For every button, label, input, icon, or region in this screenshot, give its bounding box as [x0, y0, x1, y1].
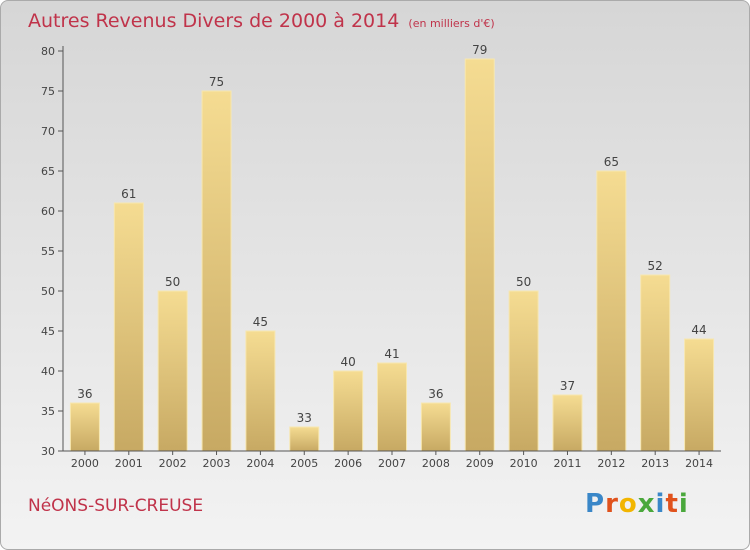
x-tick-label: 2008 — [422, 457, 450, 470]
logo-letter: i — [655, 489, 666, 519]
bar-value-label: 36 — [428, 387, 443, 401]
bar-value-label: 50 — [165, 275, 180, 289]
y-tick-label: 30 — [41, 445, 55, 458]
bar — [684, 338, 715, 452]
bar — [333, 370, 364, 452]
proxiti-logo: Proxiti — [585, 489, 689, 519]
x-tick-label: 2010 — [510, 457, 538, 470]
y-tick-label: 55 — [41, 245, 55, 258]
bar — [113, 202, 144, 452]
logo-letter: r — [605, 489, 619, 519]
town-name: NéONS-SUR-CREUSE — [28, 496, 204, 516]
bar — [552, 394, 583, 452]
bar — [508, 290, 539, 452]
bar-value-label: 79 — [472, 43, 487, 57]
y-tick-label: 60 — [41, 205, 55, 218]
logo-letter: t — [665, 489, 679, 519]
bar — [245, 330, 276, 452]
y-tick-label: 45 — [41, 325, 55, 338]
x-tick-label: 2014 — [685, 457, 713, 470]
bar-value-label: 75 — [209, 75, 224, 89]
bar — [377, 362, 407, 452]
bar — [596, 170, 627, 452]
x-tick-label: 2011 — [553, 457, 581, 470]
x-tick-label: 2001 — [115, 457, 143, 470]
chart-title: Autres Revenus Divers de 2000 à 2014 (en… — [28, 10, 495, 32]
y-tick-label: 35 — [41, 405, 55, 418]
bar-value-label: 40 — [340, 355, 355, 369]
bar — [640, 274, 671, 452]
x-tick-label: 2007 — [378, 457, 406, 470]
bar — [289, 426, 320, 452]
x-tick-label: 2012 — [597, 457, 625, 470]
y-tick-label: 80 — [41, 45, 55, 58]
logo-letter: x — [637, 489, 656, 519]
y-tick-label: 50 — [41, 285, 55, 298]
x-tick-label: 2009 — [466, 457, 494, 470]
chart-unit: (en milliers d'€) — [408, 17, 495, 30]
bar-value-label: 61 — [121, 187, 136, 201]
logo-letter: P — [585, 489, 606, 519]
bar — [464, 58, 495, 452]
bar-value-label: 52 — [648, 259, 663, 273]
x-tick-label: 2004 — [246, 457, 274, 470]
logo-letter: i — [678, 489, 689, 519]
bar-value-label: 36 — [77, 387, 92, 401]
x-tick-label: 2005 — [290, 457, 318, 470]
bar-value-label: 65 — [604, 155, 619, 169]
bar-value-label: 37 — [560, 379, 575, 393]
y-tick-label: 65 — [41, 165, 55, 178]
x-tick-label: 2003 — [203, 457, 231, 470]
bar-value-label: 50 — [516, 275, 531, 289]
bar — [69, 402, 100, 452]
bar-value-label: 44 — [691, 323, 706, 337]
x-tick-label: 2002 — [159, 457, 187, 470]
y-tick-label: 70 — [41, 125, 55, 138]
chart-title-text: Autres Revenus Divers de 2000 à 2014 — [28, 10, 400, 32]
x-tick-label: 2006 — [334, 457, 362, 470]
x-tick-label: 2013 — [641, 457, 669, 470]
y-tick-label: 40 — [41, 365, 55, 378]
bar — [157, 290, 188, 452]
x-tick-label: 2000 — [71, 457, 99, 470]
bar — [420, 402, 451, 452]
bar — [201, 90, 232, 452]
y-tick-label: 75 — [41, 85, 55, 98]
bar-value-label: 33 — [297, 411, 312, 425]
logo-letter: o — [618, 489, 638, 519]
bar-value-label: 41 — [384, 347, 399, 361]
bar-value-label: 45 — [253, 315, 268, 329]
